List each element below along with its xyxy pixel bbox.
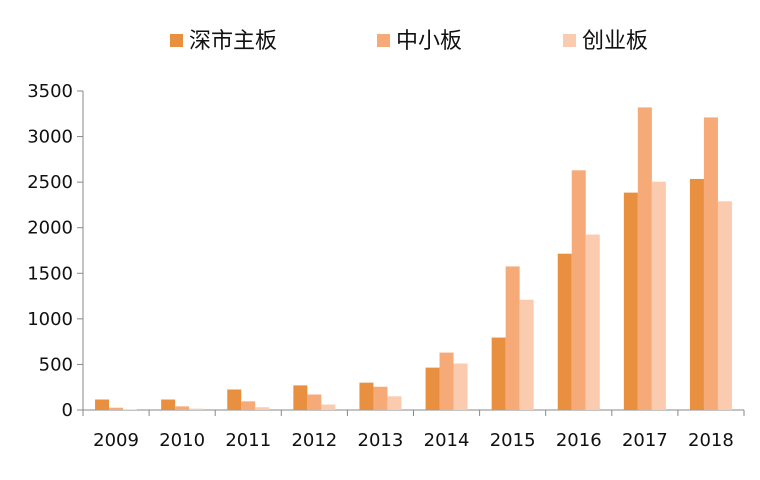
legend: 深市主板 中小板 创业板: [170, 29, 648, 54]
y-tick-label: 1000: [27, 309, 73, 330]
y-tick-label: 0: [62, 400, 73, 421]
bar-中小板-2018: [703, 117, 718, 410]
x-tick-label: 2012: [291, 430, 337, 451]
legend-label: 深市主板: [189, 29, 277, 54]
axes: 0 500 1000 1500 2000 2500 3000 3500 2009 2010 2011…: [27, 81, 745, 451]
bar-创业板-2018: [717, 201, 732, 410]
bar-深市主板-2014: [425, 367, 440, 410]
bar-创业板-2012: [321, 404, 336, 410]
bar-深市主板-2013: [359, 382, 374, 410]
x-tick-label: 2014: [424, 430, 470, 451]
legend-swatch: [563, 34, 576, 47]
bar-创业板-2017: [651, 181, 666, 410]
bar-中小板-2010: [175, 406, 190, 410]
y-tick-label: 2500: [27, 172, 73, 193]
x-tick-label: 2017: [622, 430, 668, 451]
bar-创业板-2010: [189, 408, 204, 410]
bar-深市主板-2009: [95, 399, 110, 410]
legend-label: 中小板: [396, 29, 462, 54]
bar-中小板-2017: [637, 107, 652, 411]
x-tick-label: 2016: [556, 430, 602, 451]
bar-中小板-2013: [373, 386, 388, 410]
x-tick-label: 2018: [688, 430, 734, 451]
x-tick-label: 2015: [490, 430, 536, 451]
legend-swatch: [170, 34, 183, 47]
bar-中小板-2016: [571, 170, 586, 410]
bar-创业板-2011: [255, 407, 270, 410]
bar-深市主板-2016: [557, 253, 572, 410]
x-tick-label: 2013: [358, 430, 404, 451]
bar-创业板-2013: [387, 396, 402, 410]
bar-创业板-2015: [519, 299, 534, 410]
y-tick-label: 500: [39, 354, 73, 375]
bar-中小板-2009: [109, 407, 124, 410]
y-tick-label: 1500: [27, 263, 73, 284]
legend-label: 创业板: [582, 29, 648, 54]
bar-深市主板-2010: [161, 399, 176, 410]
bar-深市主板-2012: [293, 385, 308, 410]
x-tick-label: 2009: [93, 430, 139, 451]
y-tick-label: 3000: [27, 127, 73, 148]
y-tick-label: 2000: [27, 218, 73, 239]
bar-中小板-2015: [505, 266, 520, 410]
bar-深市主板-2018: [689, 178, 704, 410]
legend-swatch: [377, 34, 390, 47]
bar-创业板-2014: [453, 363, 468, 410]
bar-中小板-2012: [307, 394, 322, 410]
x-tick-label: 2010: [159, 430, 205, 451]
bar-中小板-2011: [241, 401, 256, 410]
bar-深市主板-2017: [623, 192, 638, 410]
bar-深市主板-2011: [227, 389, 242, 410]
bars: [95, 107, 732, 411]
bar-创业板-2016: [585, 234, 600, 410]
x-tick-label: 2011: [225, 430, 271, 451]
bar-深市主板-2015: [491, 337, 506, 410]
bar-中小板-2014: [439, 352, 454, 410]
y-tick-label: 3500: [27, 81, 73, 102]
